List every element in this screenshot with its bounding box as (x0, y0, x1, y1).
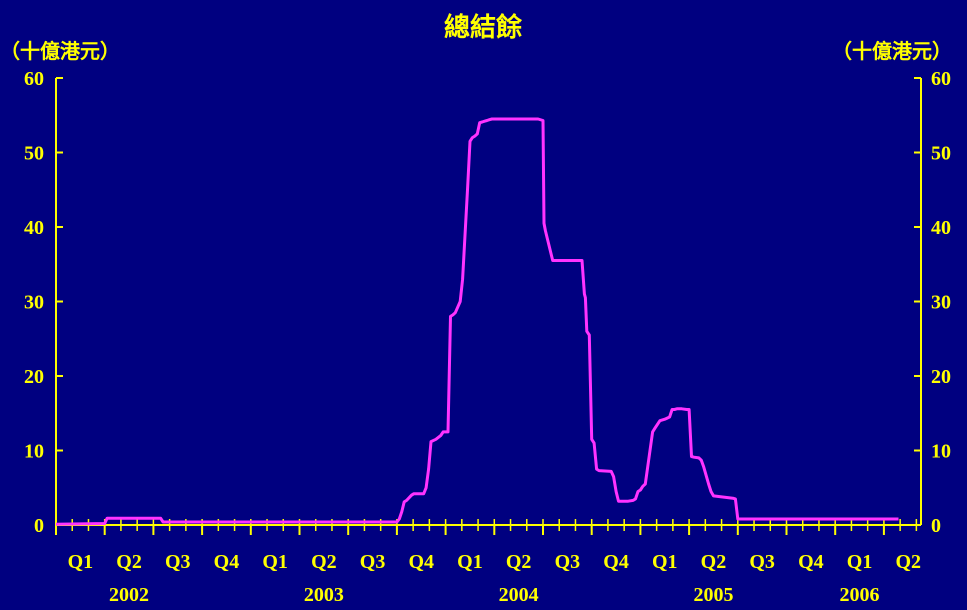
y-tick-label-right: 30 (931, 292, 951, 314)
right-axis-unit: （十億港元） (832, 39, 952, 63)
x-tick-label: Q3 (555, 551, 581, 573)
series-line (55, 117, 899, 526)
x-tick-label: Q4 (603, 551, 629, 573)
chart-title: 總結餘 (444, 12, 523, 43)
x-ticks: Q1 Q2 Q3 Q4 Q1 Q2 Q3 Q4 Q1 Q2 Q3 Q4 Q1 Q2 Q3 Q4 Q1 Q2 2002… (55, 519, 921, 606)
y-tick-label-right: 10 (931, 441, 951, 463)
series (55, 117, 899, 526)
x-tick-label: Q2 (701, 551, 727, 573)
y-tick-label-left: 10 (24, 441, 44, 463)
y-tick-label-left: 0 (34, 515, 44, 537)
year-label: 2003 (304, 584, 344, 606)
x-tick-label: Q1 (652, 551, 678, 573)
x-tick-label: Q2 (895, 551, 921, 573)
year-label: 2002 (109, 584, 149, 606)
x-tick-label: Q1 (457, 551, 483, 573)
x-tick-label: Q1 (262, 551, 288, 573)
x-tick-label: Q3 (749, 551, 775, 573)
x-tick-label: Q2 (116, 551, 142, 573)
year-label: 2004 (499, 584, 539, 606)
y-tick-label-left: 30 (24, 292, 44, 314)
y-tick-label-right: 0 (931, 515, 941, 537)
x-tick-label: Q4 (798, 551, 824, 573)
x-tick-label: Q4 (214, 551, 240, 573)
x-tick-label: Q1 (68, 551, 94, 573)
left-axis-unit: （十億港元） (0, 39, 120, 63)
y-tick-label-left: 50 (24, 143, 44, 165)
y-tick-label-left: 20 (24, 366, 44, 388)
x-tick-label: Q3 (165, 551, 191, 573)
y-tick-label-left: 60 (24, 68, 44, 90)
y-tick-label-right: 40 (931, 217, 951, 239)
y-tick-label-right: 60 (931, 68, 951, 90)
y-ticks: 0 0 10 10 20 20 30 30 40 40 50 50 60 60 (24, 68, 951, 537)
y-tick-label-right: 50 (931, 143, 951, 165)
x-tick-label: Q1 (847, 551, 873, 573)
x-tick-label: Q4 (408, 551, 434, 573)
x-tick-label: Q3 (360, 551, 386, 573)
year-label: 2005 (693, 584, 733, 606)
x-tick-label: Q2 (506, 551, 532, 573)
y-tick-label-right: 20 (931, 366, 951, 388)
x-tick-label: Q2 (311, 551, 337, 573)
y-tick-label-left: 40 (24, 217, 44, 239)
year-label: 2006 (840, 584, 880, 606)
axes (55, 78, 922, 526)
